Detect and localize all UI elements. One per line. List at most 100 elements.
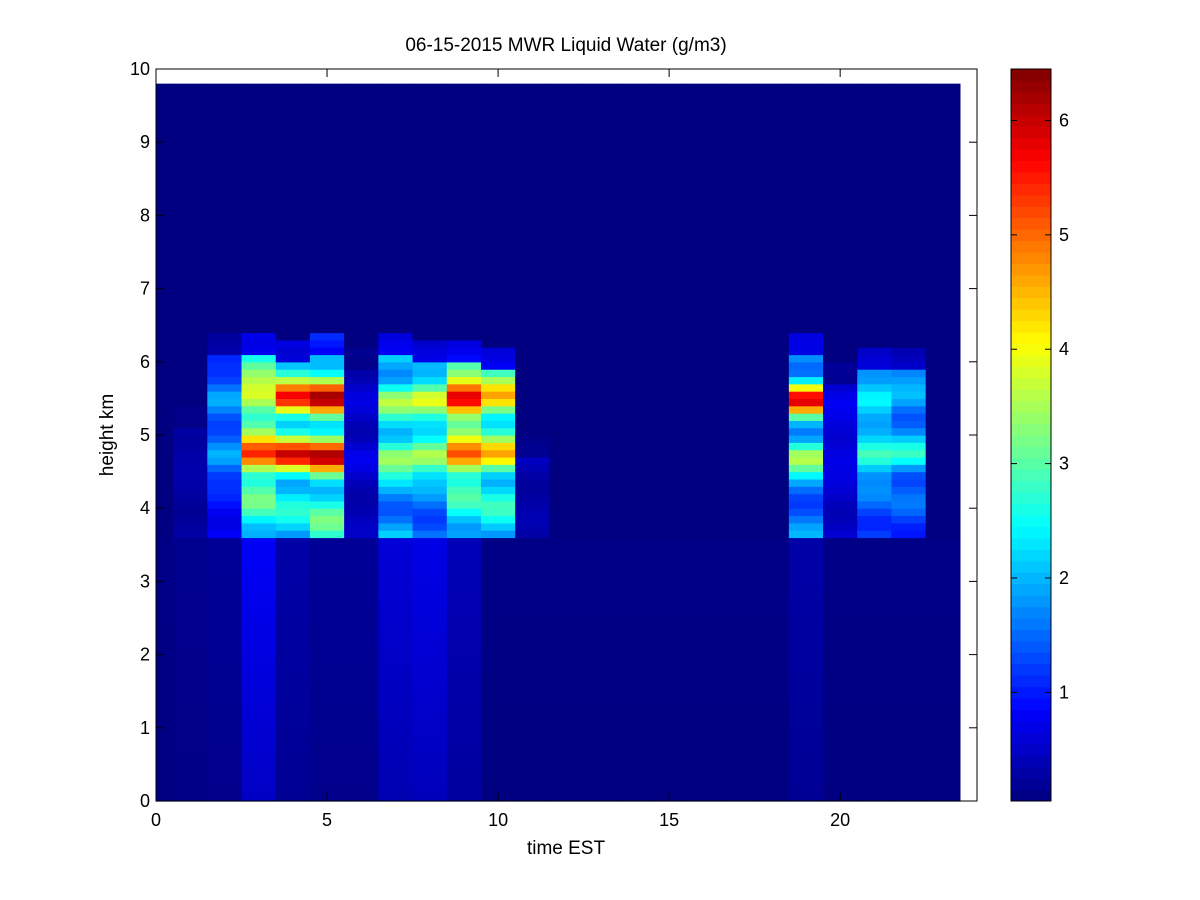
- heatmap-cell: [652, 581, 687, 590]
- heatmap-cell: [788, 435, 824, 443]
- heatmap-cell: [480, 486, 516, 495]
- colorbar-segment: [1011, 252, 1051, 264]
- heatmap-cell: [583, 273, 619, 282]
- heatmap-cell: [617, 427, 653, 436]
- heatmap-cell: [241, 669, 277, 678]
- heatmap-cell: [617, 105, 653, 114]
- heatmap-cell: [925, 610, 961, 619]
- heatmap-cell: [891, 230, 927, 238]
- heatmap-cell: [686, 537, 722, 546]
- heatmap-cell: [173, 456, 208, 465]
- heatmap-cell: [275, 98, 311, 107]
- heatmap-cell: [583, 449, 619, 458]
- heatmap-cell: [207, 186, 243, 195]
- heatmap-cell: [156, 749, 174, 758]
- heatmap-cell: [617, 735, 653, 744]
- heatmap-cell: [309, 742, 345, 751]
- heatmap-cell: [617, 295, 653, 304]
- heatmap-cell: [720, 164, 756, 173]
- heatmap-cell: [720, 200, 756, 209]
- heatmap-cell: [173, 793, 208, 802]
- heatmap-cell: [617, 698, 653, 707]
- heatmap-cell: [788, 171, 824, 180]
- heatmap-cell: [857, 742, 893, 751]
- heatmap-cell: [275, 464, 311, 473]
- heatmap-cell: [275, 559, 311, 568]
- heatmap-cell: [515, 405, 550, 414]
- heatmap-cell: [207, 603, 243, 612]
- heatmap-cell: [686, 208, 722, 216]
- heatmap-cell: [207, 332, 243, 341]
- colorbar-segment: [1011, 229, 1051, 242]
- heatmap-cell: [207, 574, 243, 582]
- heatmap-cell: [515, 647, 550, 656]
- heatmap-cell: [754, 771, 790, 780]
- heatmap-cell: [857, 727, 893, 736]
- colorbar-segment: [1011, 183, 1051, 196]
- heatmap-cell: [344, 786, 379, 795]
- heatmap-cell: [156, 339, 174, 348]
- heatmap-cell: [412, 691, 448, 700]
- heatmap-cell: [857, 764, 893, 773]
- heatmap-cell: [480, 200, 516, 209]
- heatmap-cell: [788, 552, 824, 561]
- heatmap-cell: [173, 347, 208, 356]
- heatmap-cell: [686, 215, 722, 224]
- heatmap-cell: [207, 361, 243, 370]
- heatmap-cell: [480, 90, 516, 99]
- heatmap-cell: [515, 618, 550, 626]
- heatmap-cell: [446, 361, 482, 370]
- heatmap-cell: [823, 156, 858, 165]
- heatmap-cell: [549, 786, 585, 795]
- heatmap-cell: [857, 566, 893, 575]
- heatmap-cell: [412, 244, 448, 253]
- heatmap-cell: [617, 405, 653, 414]
- heatmap-cell: [686, 266, 722, 275]
- heatmap-cell: [515, 442, 550, 451]
- heatmap-cell: [925, 574, 961, 582]
- heatmap-cell: [515, 120, 550, 129]
- heatmap-cell: [275, 149, 311, 158]
- heatmap-cell: [156, 654, 174, 663]
- heatmap-cell: [754, 566, 790, 575]
- heatmap-cell: [686, 596, 722, 604]
- heatmap-cell: [275, 603, 311, 612]
- heatmap-cell: [720, 90, 756, 99]
- heatmap-cell: [857, 266, 893, 275]
- heatmap-cell: [857, 332, 893, 341]
- heatmap-cell: [583, 522, 619, 531]
- heatmap-cell: [156, 178, 174, 187]
- heatmap-cell: [412, 83, 448, 92]
- heatmap-cell: [309, 339, 345, 348]
- heatmap-cell: [823, 478, 858, 487]
- heatmap-cell: [412, 332, 448, 341]
- heatmap-cell: [720, 713, 756, 722]
- heatmap-cell: [480, 303, 516, 312]
- heatmap-cell: [173, 369, 208, 378]
- heatmap-cell: [275, 779, 311, 787]
- heatmap-cell: [309, 156, 345, 165]
- heatmap-cell: [617, 171, 653, 180]
- heatmap-cell: [617, 376, 653, 385]
- heatmap-cell: [207, 200, 243, 209]
- heatmap-cell: [515, 793, 550, 802]
- heatmap-cell: [378, 208, 414, 216]
- heatmap-cell: [480, 266, 516, 275]
- heatmap-cell: [515, 383, 550, 392]
- heatmap-cell: [378, 522, 414, 531]
- heatmap-cell: [378, 632, 414, 641]
- heatmap-cell: [720, 127, 756, 136]
- heatmap-cell: [344, 500, 379, 509]
- heatmap-cell: [652, 413, 687, 421]
- heatmap-cell: [446, 456, 482, 465]
- heatmap-cell: [652, 339, 687, 348]
- heatmap-cell: [754, 178, 790, 187]
- heatmap-cell: [309, 618, 345, 626]
- heatmap-cell: [515, 735, 550, 744]
- heatmap-cell: [378, 742, 414, 751]
- heatmap-cell: [925, 252, 961, 260]
- heatmap-cell: [446, 537, 482, 546]
- heatmap-cell: [583, 771, 619, 780]
- heatmap-cell: [412, 515, 448, 524]
- heatmap-cell: [754, 698, 790, 707]
